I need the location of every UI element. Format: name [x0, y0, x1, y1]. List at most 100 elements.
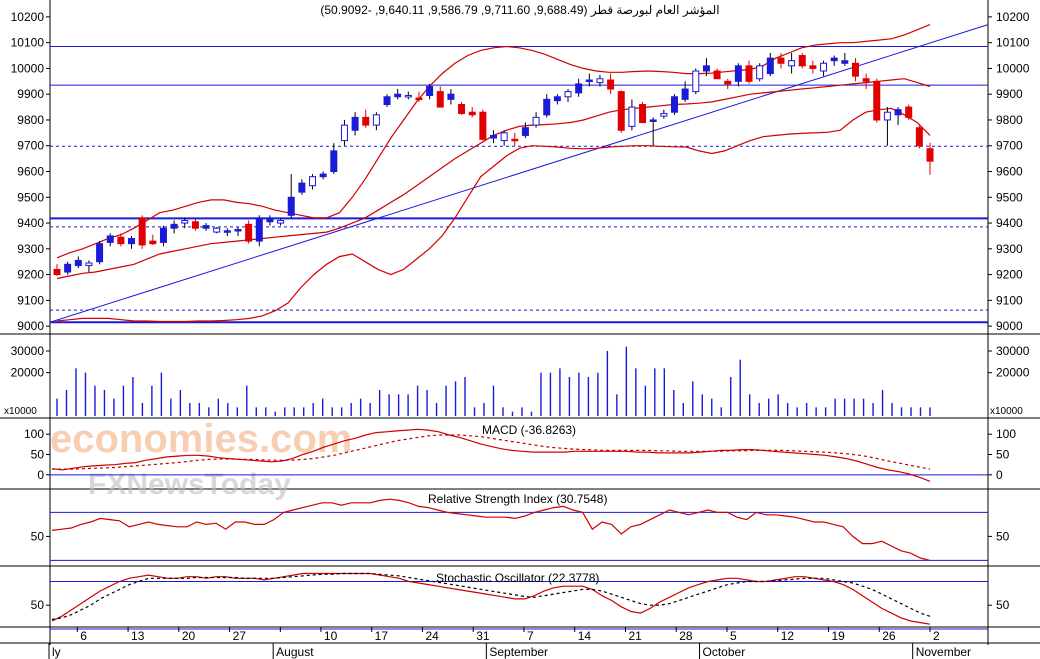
candle-body	[479, 111, 487, 140]
month-label: September	[489, 645, 548, 659]
candle	[277, 217, 285, 226]
candle-body	[234, 228, 242, 232]
candle-body	[64, 263, 72, 273]
y-tick-label-left: 9100	[17, 293, 44, 307]
candle-body	[277, 219, 285, 224]
y-tick-label-right: 10200	[996, 10, 1030, 24]
candle-body	[809, 65, 817, 69]
candle	[734, 63, 742, 87]
candle-body	[181, 219, 189, 224]
candle	[670, 94, 678, 115]
candle	[883, 107, 891, 146]
candle-body	[915, 127, 923, 147]
osc-tick-label-left: 50	[31, 598, 45, 612]
candle-body	[585, 79, 593, 83]
candle-body	[830, 57, 838, 62]
y-tick-label-left: 9000	[17, 319, 44, 333]
candle	[436, 86, 444, 108]
candle	[64, 261, 72, 275]
candle-body	[713, 70, 721, 80]
candle	[117, 233, 125, 247]
candle	[628, 99, 636, 131]
x-tick-label: 26	[882, 629, 896, 643]
candle-body	[138, 217, 146, 246]
y-tick-label-right: 9900	[996, 87, 1023, 101]
x-tick-label: 21	[628, 629, 642, 643]
month-label: October	[703, 645, 746, 659]
candle	[873, 78, 881, 123]
candle-body	[607, 79, 615, 90]
volume-tick-label-right: 20000	[996, 366, 1030, 380]
y-tick-label-right: 10100	[996, 36, 1030, 50]
candle	[575, 78, 583, 97]
volume-tick-label-left: 30000	[11, 344, 45, 358]
candle	[564, 89, 572, 102]
candle	[191, 219, 199, 231]
y-tick-label-left: 9600	[17, 165, 44, 179]
candle-body	[639, 104, 647, 124]
candle	[309, 174, 317, 190]
candle	[287, 174, 295, 218]
x-tick-label: 7	[527, 629, 534, 643]
y-tick-label-right: 9700	[996, 139, 1023, 153]
candle	[788, 52, 796, 74]
osc-main-line	[51, 428, 931, 482]
candle-body	[628, 106, 636, 127]
macd-panel: 0 0 50 50 100 100	[24, 427, 1016, 482]
candle-body	[319, 173, 327, 178]
candle	[766, 52, 774, 77]
candle-body	[905, 106, 913, 118]
candle	[660, 109, 668, 119]
volume-tick-label-right: 30000	[996, 344, 1030, 358]
candle-body	[724, 80, 732, 85]
candle-body	[383, 96, 391, 106]
candle-body	[883, 111, 891, 121]
candle-body	[159, 227, 167, 243]
candle-body	[798, 55, 806, 67]
candle-body	[330, 150, 338, 173]
candle-body	[287, 196, 295, 216]
bollinger-middle-band	[56, 78, 931, 280]
x-tick-label: 6	[80, 629, 87, 643]
candle	[426, 83, 434, 100]
y-tick-label-right: 9500	[996, 190, 1023, 204]
candle	[223, 228, 231, 236]
trendline	[49, 24, 989, 323]
y-tick-label-right: 9400	[996, 216, 1023, 230]
candle	[245, 220, 253, 244]
candle-body	[702, 65, 710, 72]
osc-tick-label-right: 50	[996, 529, 1010, 543]
candle-body	[553, 96, 561, 102]
candle-body	[660, 113, 668, 117]
candle	[851, 58, 859, 82]
candle	[543, 94, 551, 118]
candle-body	[415, 97, 423, 101]
candle-body	[692, 70, 700, 93]
osc-tick-label-left: 50	[31, 448, 45, 462]
candle	[458, 101, 466, 115]
candle-body	[777, 57, 785, 64]
x-tick-label: 14	[578, 629, 592, 643]
y-tick-label-right: 9200	[996, 268, 1023, 282]
candle-body	[191, 221, 199, 229]
candle-body	[458, 104, 466, 115]
candle	[894, 107, 902, 126]
y-tick-label-right: 10000	[996, 61, 1030, 75]
candle-body	[106, 235, 114, 243]
candle-body	[170, 223, 178, 229]
candle-body	[266, 217, 274, 223]
x-tick-label: 19	[831, 629, 845, 643]
month-label: November	[916, 645, 971, 659]
candle	[500, 130, 508, 146]
bollinger-lower-band	[56, 107, 931, 323]
x-tick-label: 24	[425, 629, 439, 643]
candle-body	[500, 132, 508, 142]
candle	[128, 235, 136, 249]
y-tick-label-left: 10100	[11, 36, 45, 50]
candle	[724, 78, 732, 90]
candle-body	[532, 116, 540, 126]
candle-body	[117, 236, 125, 245]
candle-body	[436, 91, 444, 108]
x-tick-label: 12	[781, 629, 795, 643]
